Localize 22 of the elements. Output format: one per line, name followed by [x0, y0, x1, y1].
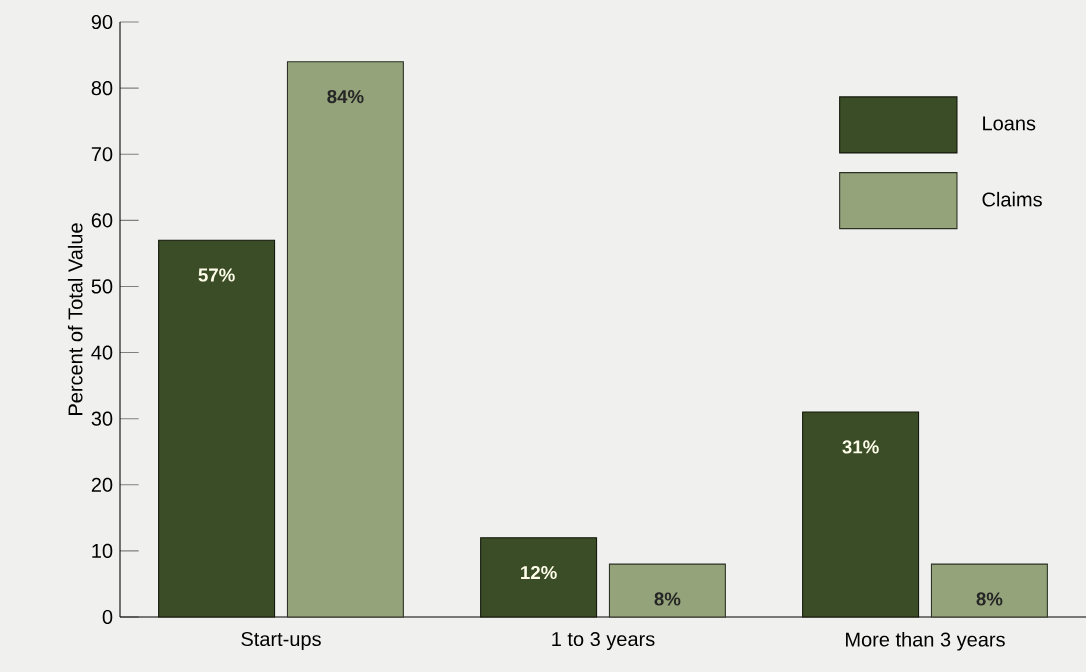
y-tick-label: 20: [91, 477, 113, 492]
data-label: 31%: [842, 440, 879, 454]
y-tick-label: 70: [91, 147, 113, 162]
data-label: 12%: [521, 565, 557, 580]
x-tick-label: 1 to 3 years: [552, 631, 655, 651]
y-tick-label: 80: [91, 81, 113, 96]
x-tick-label: Start-ups: [241, 631, 321, 651]
y-tick-label: 40: [91, 345, 113, 360]
y-tick-label: 30: [91, 411, 113, 426]
y-tick-label: 0: [102, 609, 113, 625]
x-tick-label: More than 3 years: [846, 631, 1005, 651]
data-label: 8%: [976, 592, 1003, 606]
y-tick-label: 10: [92, 543, 113, 558]
text: Loans: [983, 116, 1036, 131]
data-label: 84%: [327, 89, 364, 104]
y-tick-label: 90: [91, 14, 113, 30]
data-label: 8%: [654, 592, 681, 606]
y-tick-label: 60: [91, 213, 113, 228]
y-tick-label: 50: [91, 279, 113, 294]
data-label: 57%: [198, 268, 235, 282]
text: Claims: [982, 191, 1042, 207]
y-axis-title: Percent of Total Value: [67, 223, 83, 415]
